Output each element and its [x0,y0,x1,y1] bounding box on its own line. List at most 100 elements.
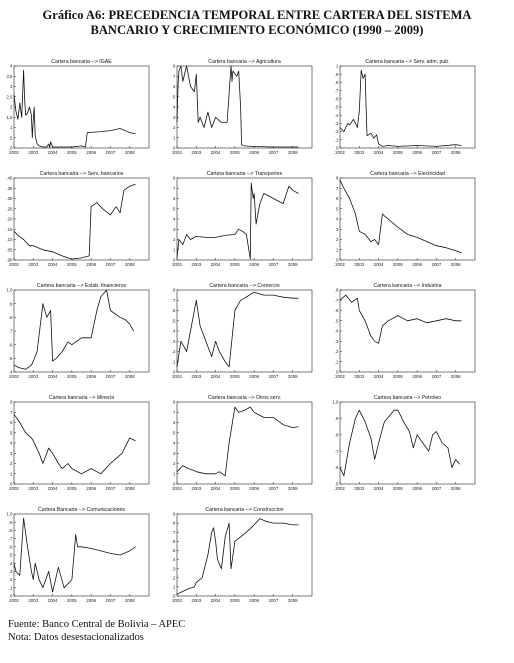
y-tick-label: 5 [173,94,176,99]
x-tick-label: 2008 [288,486,298,491]
x-tick-label: 2004 [48,150,58,155]
chart-7: Cartera bancaria --> Comercio 0 .1 .2 .3 .4 .5… [172,283,313,379]
x-tick-label: 2006 [249,150,259,155]
y-tick-label: 3 [10,84,13,89]
y-tick-label: .6 [335,96,339,101]
y-tick-label: .7 [172,530,176,535]
y-tick-label: 2 [336,237,339,242]
chart-8: Cartera bancaria --> Industria 0 .1 .2 .3 .4.… [335,283,476,379]
y-tick-label: 1.0 [6,288,13,293]
y-tick-label: 3 [10,451,13,456]
footer-note: Nota: Datos desestacionalizados [8,632,144,643]
y-tick-label: 4 [173,217,176,222]
y-tick-label: .4 [172,329,176,334]
plot-frame [176,177,313,261]
plot-frame [13,513,150,597]
x-tick-label: 2002 [172,262,182,267]
x-tick-label: 2007 [269,150,279,155]
y-tick-label: .3 [335,121,339,126]
y-tick-label: .2 [335,129,339,134]
chart-title: Cartera Bancaria --> Comunicaciones [38,507,125,513]
y-tick-label: .05 [6,247,13,252]
x-tick-label: 2005 [67,150,77,155]
series-line [13,183,136,260]
x-tick-label: 2005 [393,486,403,491]
chart-13: Cartera bancaria --> Construccion .0 .1 .2.… [172,507,313,603]
y-tick-label: .7 [9,329,13,334]
y-tick-label: .5 [9,356,13,361]
y-tick-label: .9 [335,416,339,421]
y-tick-label: 1 [10,125,13,130]
y-tick-label: .8 [335,432,339,437]
x-tick-label: 2002 [335,262,345,267]
x-tick-label: 2003 [354,374,364,379]
y-tick-label: .9 [9,301,13,306]
y-tick-label: .8 [335,80,339,85]
y-tick-label: .8 [9,315,13,320]
x-tick-label: 2007 [432,486,442,491]
x-tick-label: 2003 [28,262,38,267]
y-tick-label: .5 [335,318,339,323]
chart-12: Cartera Bancaria --> Comunicaciones 0 .1 .2… [6,507,150,603]
x-tick-label: 2004 [48,374,58,379]
chart-3: Cartera bancaria --> Serv. bancarios .00.… [6,171,150,267]
y-tick-label: .2 [335,349,339,354]
y-tick-label: .7 [335,298,339,303]
y-tick-label: .5 [172,318,176,323]
y-tick-label: 1.0 [332,400,339,405]
chart-1: Cartera bancaria --> Agricultura 0 1 2 3 4 5 6 7… [172,59,313,155]
chart-title: Cartera bancaria --> Electricidad [370,171,445,177]
series-line [176,65,299,148]
y-tick-label: 0 [336,370,339,375]
y-tick-label: .6 [335,465,339,470]
y-tick-label: .15 [6,227,13,232]
x-tick-label: 2002 [335,150,345,155]
y-tick-label: .6 [9,342,13,347]
y-tick-label: 1 [10,471,13,476]
x-tick-label: 2006 [249,374,259,379]
chart-0: Cartera bancaria --> IGAE .0 .5 1 1.5 2 2.5 3 3.… [6,59,150,155]
x-tick-label: 2005 [230,374,240,379]
y-tick-label: .6 [172,308,176,313]
y-tick-label: .30 [6,196,13,201]
y-tick-label: .8 [172,288,176,293]
y-tick-label: 1.5 [6,115,13,120]
footer: Fuente: Banco Central de Bolivia – APEC … [8,618,185,644]
y-tick-label: .35 [6,186,13,191]
x-tick-label: 2002 [172,486,182,491]
x-tick-label: 2004 [211,150,221,155]
y-tick-label: 4 [173,105,176,110]
x-tick-label: 2006 [412,374,422,379]
y-tick-label: .40 [6,176,13,181]
y-tick-label: 1 [173,135,176,140]
y-tick-label: 5 [173,206,176,211]
x-tick-label: 2004 [211,262,221,267]
chart-title: Cartera bancaria --> Otros serv. [208,395,281,401]
series-line [176,182,299,260]
chart-title: Cartera bancaria --> Minería [49,395,114,401]
x-tick-label: 2005 [230,150,240,155]
x-tick-label: 2008 [125,486,135,491]
x-tick-label: 2003 [28,598,38,603]
y-tick-label: .8 [335,288,339,293]
y-tick-label: .4 [9,561,13,566]
y-tick-label: 3 [336,227,339,232]
plot-frame [339,401,476,485]
page-title: Gráfico A6: PRECEDENCIA TEMPORAL ENTRE C… [0,8,514,38]
chart-title: Cartera bancaria --> Serv. adm. pub. [365,59,449,65]
x-tick-label: 2002 [9,374,19,379]
y-tick-label: 0 [10,482,13,487]
x-tick-label: 2007 [432,150,442,155]
x-tick-label: 2005 [67,262,77,267]
y-tick-label: .3 [172,566,176,571]
plot-frame [176,513,313,597]
x-tick-label: 2004 [48,486,58,491]
plot-frame [176,289,313,373]
x-tick-label: 2006 [86,598,96,603]
y-tick-label: 7 [173,186,176,191]
x-tick-label: 2005 [67,598,77,603]
y-tick-label: .3 [9,569,13,574]
chart-5: Cartera bancaria --> Electricidad 0 1 2 3 4 5 6… [335,171,476,267]
chart-title: Cartera bancaria --> Construccion [205,507,283,513]
